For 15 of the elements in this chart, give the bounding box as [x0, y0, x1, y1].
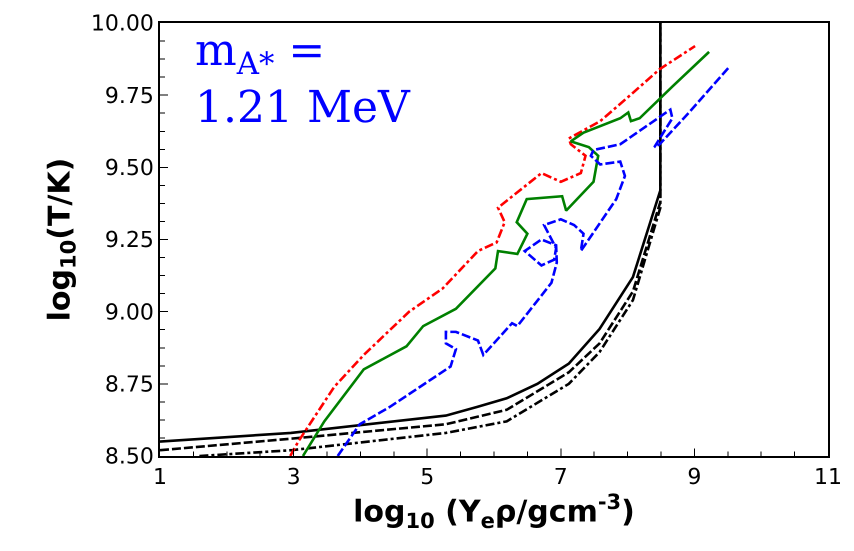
annotation: m$_{A*}$ = 1.21 MeV [195, 25, 412, 134]
y-tick-label: 9.75 [104, 84, 154, 109]
x-tick-label: 5 [420, 465, 434, 490]
x-tick-label: 7 [554, 465, 568, 490]
x-tick-label: 3 [286, 465, 301, 490]
x-axis-title: log$_{10}$ (Y$_{e}$ρ/gcm$^{-3}$) [353, 490, 635, 534]
x-tick-label: 11 [814, 465, 842, 490]
x-tick-label: 9 [687, 465, 702, 490]
x-tick-label: 1 [153, 465, 167, 490]
y-tick-label: 9.25 [104, 228, 154, 254]
y-tick-label: 9.00 [104, 300, 154, 326]
y-tick-label: 8.50 [104, 444, 154, 470]
y-tick-label: 10.00 [90, 12, 154, 37]
y-tick-label: 8.75 [104, 372, 154, 398]
y-tick-label: 9.50 [104, 156, 154, 182]
